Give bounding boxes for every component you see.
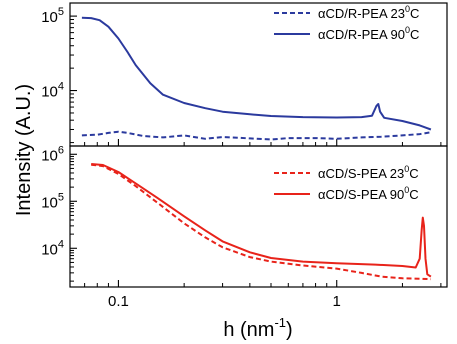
x-tick-label: 0.1 — [108, 293, 129, 310]
x-axis-label: h (nm-1) — [223, 315, 292, 341]
series-line — [91, 163, 432, 278]
legend-label: αCD/S-PEA 900C — [318, 185, 419, 202]
tick-labels: 0.1 1 104 105 104 105 106 — [41, 6, 341, 310]
y-tick-label: 104 — [41, 81, 64, 101]
y-axis-label: Intensity (A.U.) — [13, 84, 35, 216]
x-tick-label: 1 — [333, 293, 341, 310]
plot-lines — [81, 16, 432, 281]
y-tick-label: 105 — [41, 191, 64, 211]
x-axis-label-sup: -1 — [274, 315, 286, 330]
x-axis-label-tail: ) — [286, 319, 293, 341]
y-tick-label: 105 — [41, 6, 64, 26]
series-line — [81, 16, 432, 131]
legend-label: αCD/R-PEA 230C — [318, 4, 419, 21]
x-axis-label-main: h (nm — [223, 319, 274, 341]
axis-ticks — [69, 15, 442, 287]
series-line — [91, 163, 431, 281]
series-line — [81, 130, 432, 141]
top-panel-frame — [69, 2, 448, 147]
bottom-panel-frame — [69, 145, 448, 288]
legend-label: αCD/R-PEA 900C — [318, 25, 419, 42]
legends: αCD/R-PEA 230C αCD/R-PEA 900C αCD/S-PEA 23… — [274, 4, 419, 202]
y-tick-label: 104 — [41, 238, 64, 258]
legend-label: αCD/S-PEA 230C — [318, 164, 419, 181]
y-tick-label: 106 — [41, 144, 64, 164]
